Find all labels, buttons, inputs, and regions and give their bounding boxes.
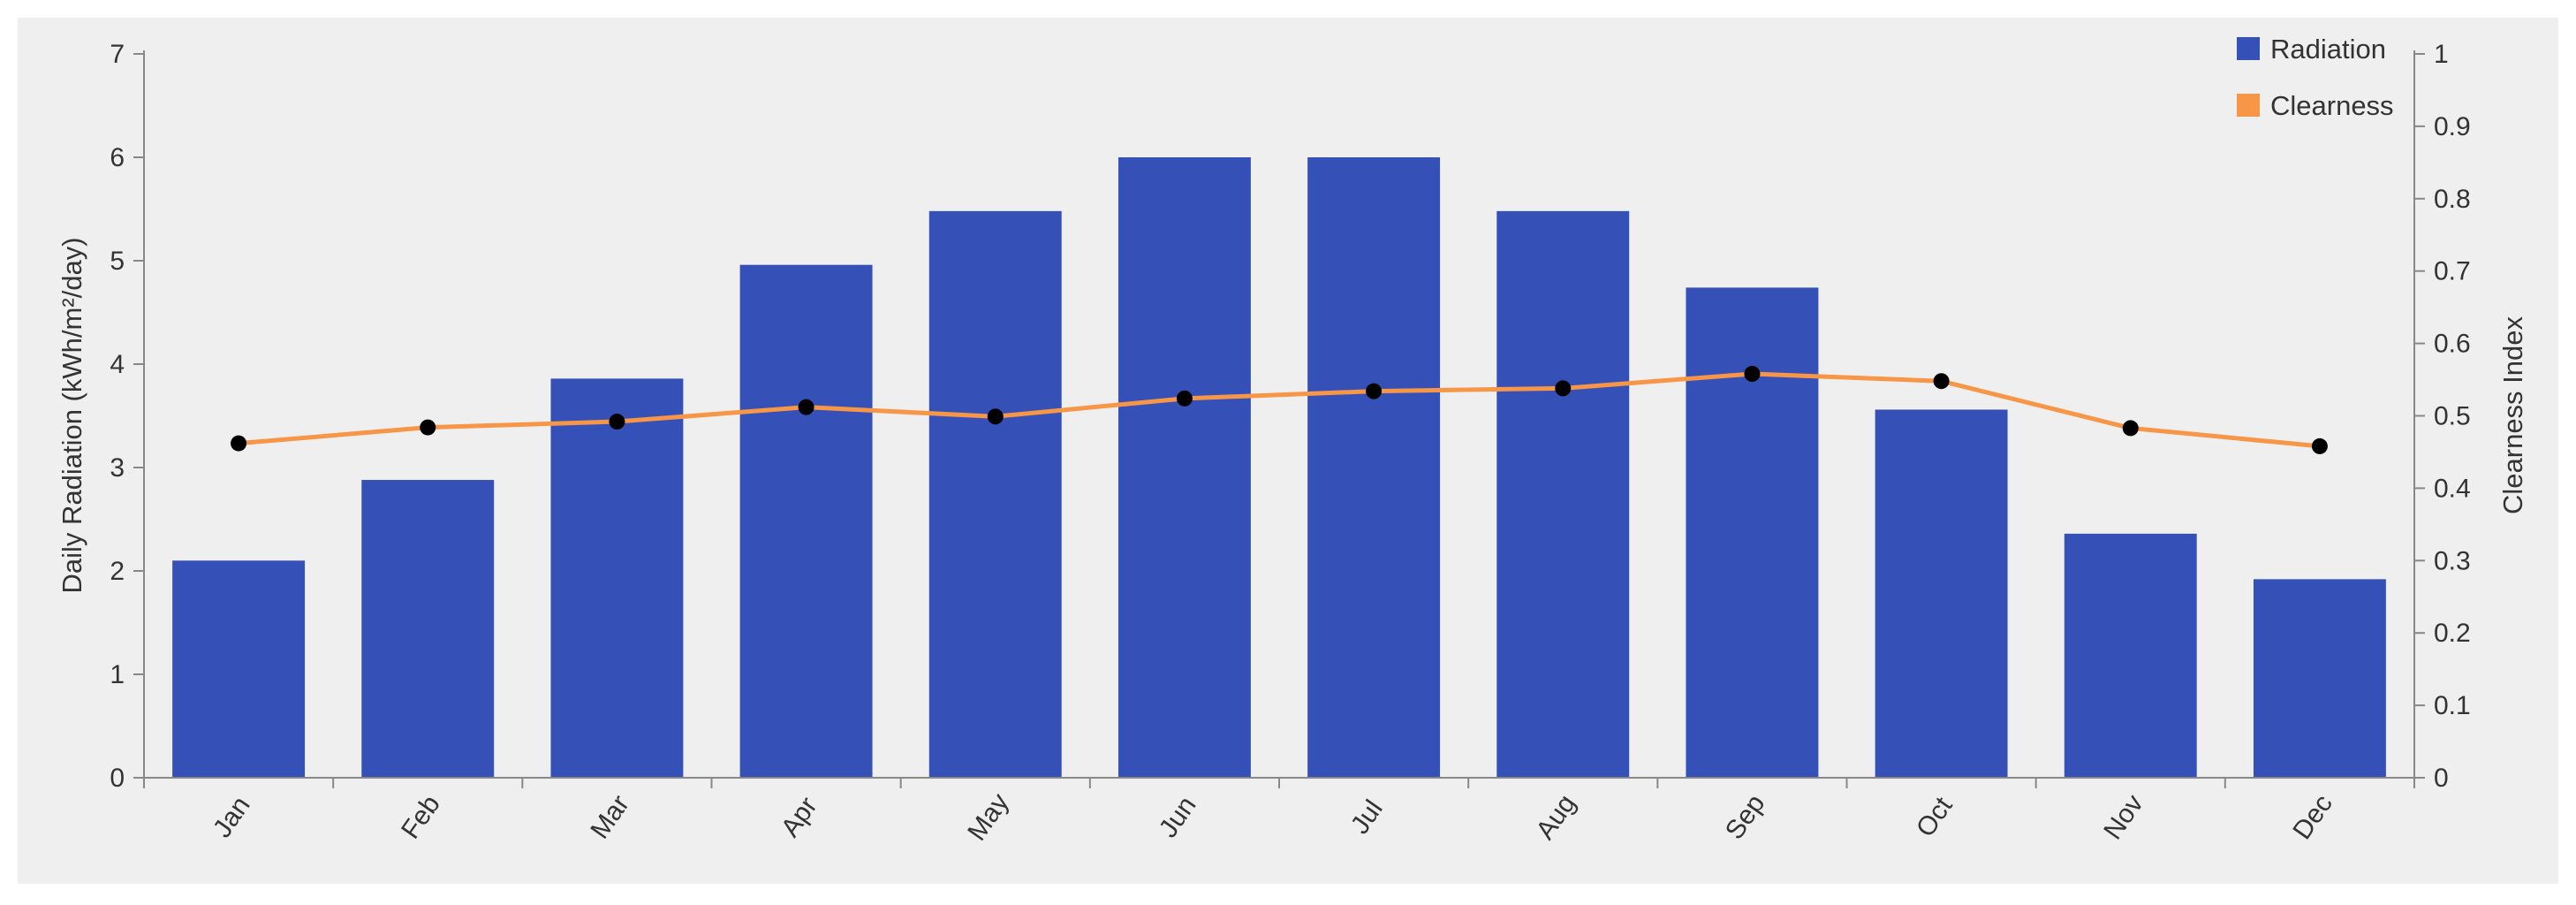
legend-label-clearness: Clearness <box>2270 90 2394 121</box>
y-tick-right-label: 0.8 <box>2434 185 2471 214</box>
y-tick-left-label: 5 <box>110 247 125 276</box>
y-axis-title-left: Daily Radiation (kWh/m²/day) <box>57 237 87 593</box>
bar-radiation-dec <box>2253 579 2386 778</box>
y-tick-right-label: 0.2 <box>2434 619 2471 648</box>
point-clearness-jun <box>1176 390 1193 407</box>
point-clearness-aug <box>1555 380 1572 397</box>
y-tick-right-label: 0.4 <box>2434 474 2471 503</box>
y-tick-right-label: 0.5 <box>2434 402 2471 431</box>
y-tick-left-label: 7 <box>110 40 125 69</box>
point-clearness-sep <box>1744 365 1761 382</box>
bar-radiation-jun <box>1118 157 1251 778</box>
y-tick-left-label: 4 <box>110 350 125 379</box>
bar-radiation-aug <box>1496 210 1630 779</box>
labels-layer: Daily Radiation (kWh/m²/day) Clearness I… <box>57 237 2528 593</box>
bars-layer <box>172 157 2386 779</box>
point-clearness-apr <box>798 399 814 415</box>
point-clearness-oct <box>1933 373 1950 390</box>
point-clearness-feb <box>420 419 436 436</box>
y-tick-left-label: 3 <box>110 453 125 483</box>
bar-radiation-apr <box>739 264 873 778</box>
y-tick-right-label: 0.7 <box>2434 257 2471 286</box>
point-clearness-jan <box>231 435 247 452</box>
y-tick-right-label: 0.6 <box>2434 330 2471 359</box>
y-tick-right-label: 0.3 <box>2434 546 2471 575</box>
y-axis-title-right: Clearness Index <box>2497 316 2528 514</box>
bar-radiation-jul <box>1307 157 1441 778</box>
legend: Radiation Clearness <box>2237 34 2394 121</box>
y-tick-left-label: 2 <box>110 557 125 586</box>
point-clearness-jul <box>1366 383 1383 399</box>
legend-swatch-radiation <box>2237 37 2260 60</box>
line-clearness <box>238 371 2321 449</box>
legend-label-radiation: Radiation <box>2270 34 2386 65</box>
y-tick-right-label: 0.1 <box>2434 691 2471 720</box>
bar-radiation-may <box>928 210 1062 779</box>
y-tick-left-label: 0 <box>110 764 125 793</box>
line-layer <box>231 365 2328 454</box>
legend-swatch-clearness <box>2237 94 2260 117</box>
point-clearness-may <box>987 408 1004 425</box>
point-clearness-nov <box>2122 420 2139 437</box>
bar-radiation-nov <box>2064 533 2197 778</box>
y-tick-left-label: 1 <box>110 660 125 689</box>
bar-radiation-sep <box>1686 287 1819 778</box>
point-clearness-dec <box>2311 437 2328 454</box>
bar-radiation-feb <box>361 480 495 778</box>
point-clearness-mar <box>609 414 625 430</box>
y-tick-right-label: 0 <box>2434 764 2449 793</box>
bar-radiation-oct <box>1875 409 2008 778</box>
y-tick-right-label: 1 <box>2434 40 2449 69</box>
bar-radiation-jan <box>172 560 306 778</box>
y-tick-right-label: 0.9 <box>2434 112 2471 141</box>
y-tick-left-label: 6 <box>110 143 125 172</box>
bar-radiation-mar <box>550 378 684 778</box>
